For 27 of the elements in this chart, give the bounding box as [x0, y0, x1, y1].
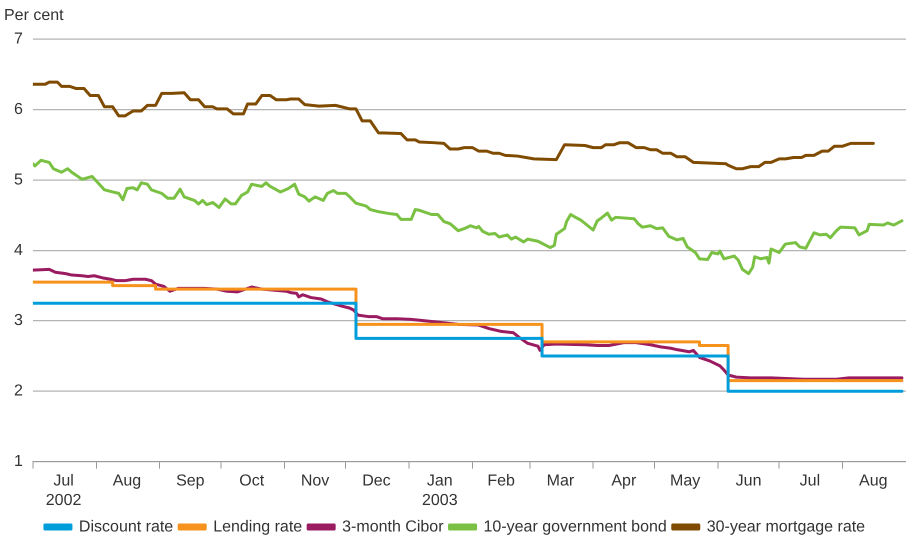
x-tick-label: May — [670, 472, 700, 490]
y-tick-label: 4 — [14, 242, 23, 259]
x-tick-label: Jun — [736, 472, 762, 490]
x-tick-label: Oct — [239, 472, 265, 490]
y-tick-label: 7 — [14, 30, 23, 48]
y-tick-label: 1 — [14, 453, 23, 470]
x-tick-label: Apr — [611, 472, 637, 490]
legend-label: 10-year government bond — [484, 518, 667, 536]
x-tick-label: Sep — [176, 472, 205, 490]
x-tick-label: Nov — [300, 472, 330, 490]
x-tick-label: Aug — [859, 472, 888, 490]
legend-label: 30-year mortgage rate — [706, 518, 866, 536]
x-tick-label: Jul — [800, 472, 820, 490]
legend-label: Discount rate — [78, 518, 174, 536]
legend-label: Lending rate — [213, 518, 302, 536]
x-tick-label: Jul 2002 — [46, 472, 82, 509]
y-tick-label: 2 — [14, 382, 23, 400]
x-tick-label: Feb — [487, 472, 516, 490]
y-tick-label: 6 — [14, 101, 23, 118]
x-tick-label: Mar — [546, 472, 575, 490]
y-axis-title: Per cent — [4, 7, 64, 24]
x-tick-label: Dec — [362, 472, 391, 490]
y-tick-label: 3 — [14, 312, 23, 330]
legend-label: 3-month Cibor — [342, 518, 444, 536]
y-tick-label: 5 — [14, 171, 23, 188]
x-tick-label: Aug — [112, 472, 142, 490]
x-tick-label: Jan 2003 — [422, 472, 458, 509]
